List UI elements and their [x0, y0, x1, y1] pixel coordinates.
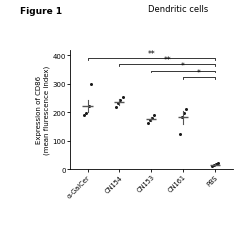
- Text: *: *: [197, 68, 201, 77]
- Text: Dendritic cells: Dendritic cells: [148, 5, 208, 14]
- Y-axis label: Expression of CD86
(mean flurescence index): Expression of CD86 (mean flurescence ind…: [36, 65, 50, 154]
- Text: *: *: [181, 62, 185, 71]
- Text: Figure 1: Figure 1: [20, 7, 62, 16]
- Text: **: **: [163, 56, 171, 65]
- Text: **: **: [148, 50, 155, 59]
